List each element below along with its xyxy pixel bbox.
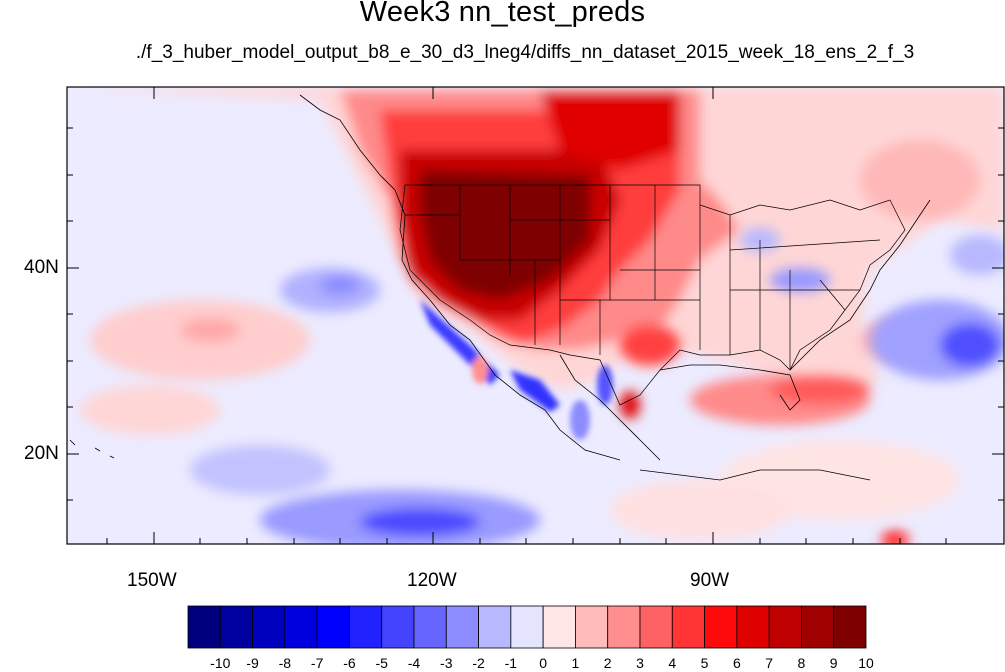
colorbar-label: -8 [278, 655, 292, 671]
coastlines [69, 94, 931, 481]
colorbar-label: -1 [504, 655, 518, 671]
colorbar-swatch [542, 605, 576, 649]
anomaly-field [67, 87, 1004, 544]
colorbar-label: -3 [440, 655, 453, 671]
colorbar-label: -2 [472, 655, 485, 671]
colorbar-label: 3 [636, 655, 644, 671]
colorbar-label: 2 [603, 655, 612, 671]
colorbar-swatch [445, 605, 479, 649]
colorbar-swatch [768, 605, 802, 649]
colorbar-label: 10 [858, 655, 874, 671]
colorbar-swatch [187, 605, 221, 649]
colorbar-swatch [736, 605, 770, 649]
colorbar-swatch [510, 605, 544, 649]
colorbar-swatch [801, 605, 835, 649]
colorbar-swatch [413, 605, 447, 649]
colorbar-label: 7 [765, 655, 774, 671]
colorbar-label: -5 [375, 655, 388, 671]
colorbar-swatch [671, 605, 705, 649]
colorbar-swatch [639, 605, 673, 649]
colorbar-swatch [704, 605, 738, 649]
colorbar-label: 5 [700, 655, 709, 671]
colorbar-label: -4 [407, 655, 421, 671]
lon-label-150w: 150W [127, 570, 177, 591]
colorbar-swatch [284, 605, 318, 649]
colorbar-swatch [349, 605, 383, 649]
axis-ticks [67, 87, 1004, 544]
colorbar-swatch [607, 605, 641, 649]
colorbar-label: 1 [571, 655, 580, 671]
colorbar-swatch [381, 605, 415, 649]
colorbar-swatch [252, 605, 286, 649]
plot-frame [66, 86, 1005, 545]
colorbar [187, 605, 867, 649]
colorbar-label: 8 [797, 655, 806, 671]
colorbar-swatch [575, 605, 609, 649]
colorbar-label: -10 [210, 655, 231, 671]
colorbar-label: -7 [310, 655, 324, 671]
colorbar-swatch [478, 605, 512, 649]
lon-label-90w: 90W [690, 570, 730, 591]
colorbar-label: -9 [246, 655, 259, 671]
lat-label-40n: 40N [24, 257, 59, 278]
colorbar-swatch [316, 605, 350, 649]
lon-label-120w: 120W [407, 570, 457, 591]
chart-title: Week3 nn_test_preds [359, 0, 646, 28]
colorbar-label: 6 [732, 655, 741, 671]
colorbar-swatch [219, 605, 253, 649]
lat-label-20n: 20N [24, 443, 59, 464]
state-boundaries [399, 184, 906, 406]
colorbar-label: 0 [539, 655, 548, 671]
colorbar-swatch [833, 605, 867, 649]
colorbar-label: -6 [343, 655, 356, 671]
chart-subtitle: ./f_3_huber_model_output_b8_e_30_d3_lneg… [135, 42, 915, 63]
colorbar-label: 4 [668, 655, 677, 671]
colorbar-label: 9 [829, 655, 838, 671]
